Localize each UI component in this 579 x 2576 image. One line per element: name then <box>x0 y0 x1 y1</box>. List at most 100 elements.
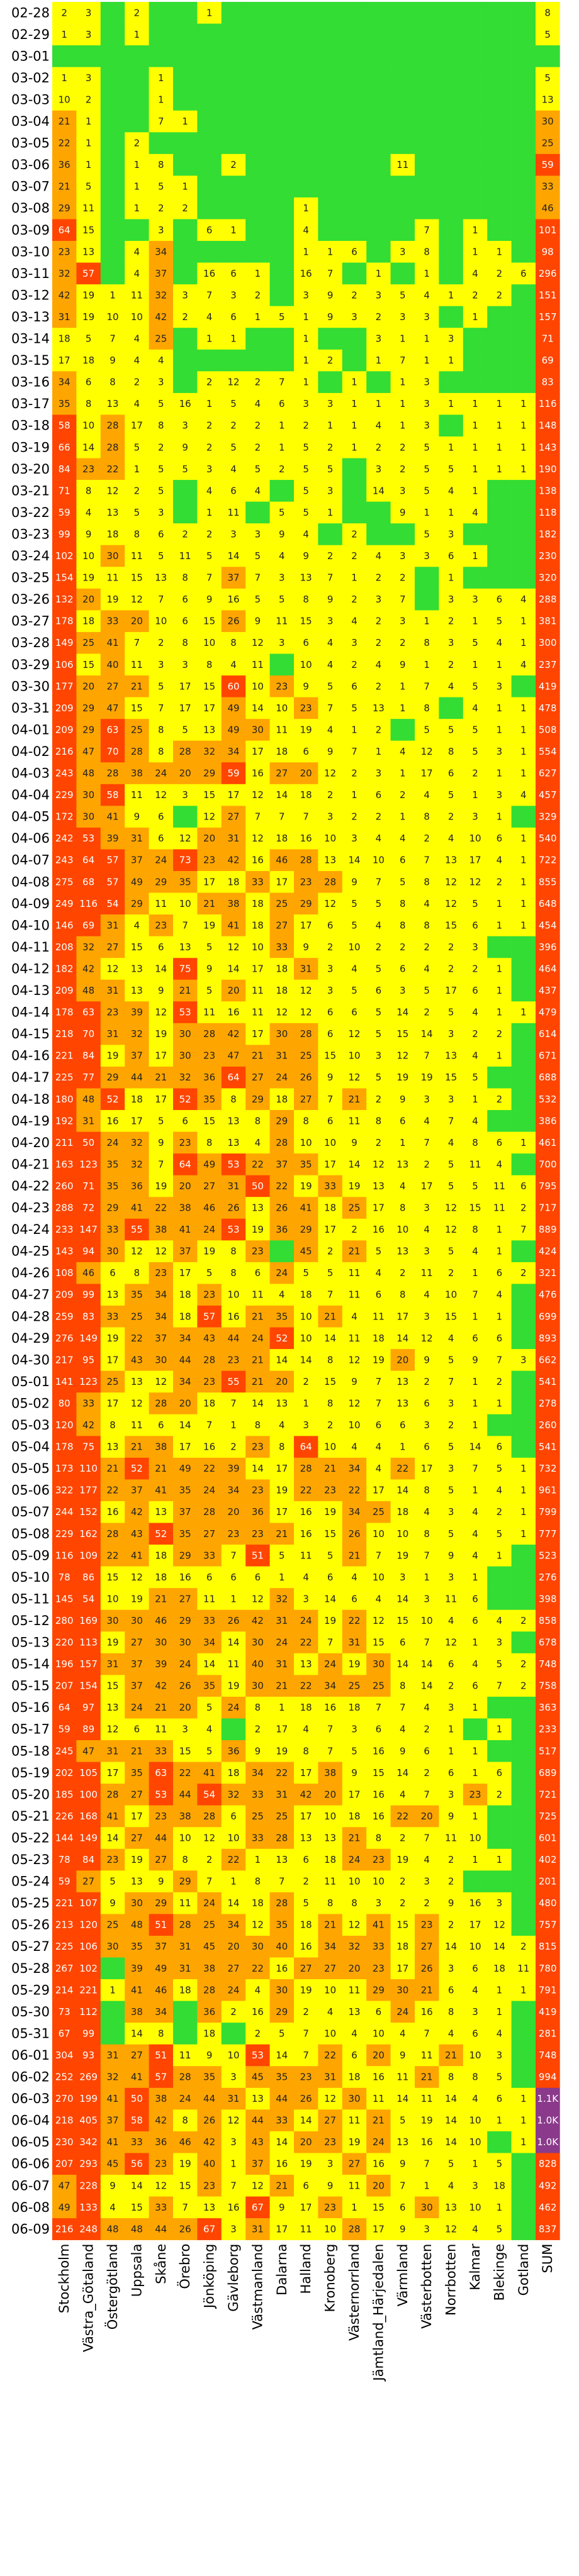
cell-value-label: 14 <box>227 550 239 562</box>
cell-value-label: 31 <box>106 1028 118 1040</box>
heatmap-cell <box>149 197 174 219</box>
cell-value-label: 5 <box>448 1158 454 1170</box>
row-labels: 02-2802-2903-0103-0203-0303-0403-0503-06… <box>11 5 50 2236</box>
cell-value-label: 51 <box>252 1550 264 1561</box>
cell-value-label: 6 <box>497 1333 503 1344</box>
cell-value-label: 11 <box>421 1267 433 1279</box>
heatmap-cell <box>511 1370 536 1393</box>
cell-value-label: 3 <box>255 528 261 540</box>
cell-value-label: 9 <box>279 2202 285 2213</box>
cell-value-label: 1 <box>448 289 454 301</box>
cell-value-label: 23 <box>252 1528 264 1540</box>
row-date-label: 05-20 <box>11 1787 50 1802</box>
cell-value-label: 3 <box>327 963 334 974</box>
heatmap-cell <box>197 567 222 589</box>
cell-value-label: 9 <box>327 311 334 323</box>
heatmap-cell <box>197 284 222 306</box>
cell-value-label: 2 <box>400 1832 406 1843</box>
row-date-label: 05-14 <box>11 1657 50 1672</box>
cell-value-label: 29 <box>59 203 70 214</box>
cell-value-label: 37 <box>131 1050 143 1062</box>
cell-value-label: 1 <box>255 268 261 279</box>
heatmap-cell <box>269 284 295 306</box>
heatmap-cell <box>536 349 560 372</box>
row-date-label: 05-18 <box>11 1743 50 1758</box>
heatmap-cell <box>149 371 174 394</box>
cell-value-label: 16 <box>203 1441 215 1453</box>
heatmap-cell <box>366 588 391 611</box>
cell-value-label: 18 <box>300 1702 312 1713</box>
cell-value-label: 6 <box>255 1267 261 1279</box>
cell-value-label: 27 <box>276 768 288 779</box>
cell-value-label: 18 <box>324 1202 336 1214</box>
cell-value-label: 21 <box>324 1919 336 1931</box>
cell-value-label: 157 <box>79 1658 98 1670</box>
cell-value-label: 51 <box>155 1919 167 1931</box>
cell-value-label: 4 <box>327 724 334 735</box>
row-date-label: 06-02 <box>11 2070 50 2085</box>
cell-value-label: 4 <box>279 550 285 562</box>
cell-value-label: 37 <box>227 572 239 584</box>
cell-value-label: 8 <box>400 1680 406 1692</box>
cell-value-label: 19 <box>106 1050 118 1062</box>
cell-value-label: 20 <box>179 1702 191 1713</box>
cell-value-label: 14 <box>252 702 264 714</box>
cell-value-label: 73 <box>59 2006 70 2018</box>
cell-value-label: 1 <box>520 833 527 844</box>
cell-value-label: 1 <box>497 811 503 823</box>
cell-value-label: 1 <box>61 29 67 40</box>
cell-value-label: 35 <box>203 2072 215 2083</box>
cell-value-label: 480 <box>539 1897 557 1909</box>
cell-value-label: 1 <box>497 1224 503 1235</box>
heatmap-cell <box>463 480 488 502</box>
cell-value-label: 14 <box>203 1658 215 1670</box>
heatmap-cell <box>197 67 222 89</box>
cell-value-label: 2 <box>327 441 334 453</box>
cell-value-label: 12 <box>252 833 264 844</box>
heatmap-cell <box>245 67 270 89</box>
cell-value-label: 31 <box>179 1941 191 1952</box>
heatmap-cell <box>318 241 343 263</box>
cell-value-label: 33 <box>131 2136 143 2148</box>
row-date-label: 03-25 <box>11 570 50 586</box>
cell-value-label: 12 <box>421 1333 433 1344</box>
cell-value-label: 11 <box>300 2223 312 2235</box>
cell-value-label: 5 <box>134 507 140 518</box>
cell-value-label: 23 <box>203 2180 215 2191</box>
cell-value-label: 19 <box>227 1680 239 1692</box>
cell-value-label: 4 <box>424 898 430 909</box>
row-date-label: 05-06 <box>11 1483 50 1498</box>
cell-value-label: 7 <box>424 1550 430 1561</box>
cell-value-label: 2 <box>448 811 454 823</box>
heatmap-cell <box>100 414 125 437</box>
cell-value-label: 38 <box>155 2093 167 2104</box>
cell-value-label: 38 <box>179 1811 191 1822</box>
cell-value-label: 19 <box>203 1246 215 1257</box>
cell-value-label: 19 <box>131 1854 143 1865</box>
cell-value-label: 83 <box>82 1311 94 1322</box>
cell-value-label: 46 <box>155 1984 167 1996</box>
cell-value-label: 108 <box>55 1267 74 1279</box>
cell-value-label: 2 <box>327 550 334 562</box>
heatmap-cell <box>76 153 101 176</box>
cell-value-label: 33 <box>106 616 118 627</box>
cell-value-label: 405 <box>79 2115 98 2126</box>
cell-value-label: 2 <box>182 311 188 323</box>
cell-value-label: 17 <box>179 1267 191 1279</box>
heatmap-cell <box>173 306 198 328</box>
heatmap-cell <box>100 2 125 24</box>
heatmap-cell <box>269 2 295 24</box>
cell-value-label: 2 <box>497 289 503 301</box>
cell-value-label: 13 <box>106 1289 118 1301</box>
cell-value-label: 15 <box>203 1115 215 1126</box>
heatmap-cell <box>294 328 318 350</box>
cell-value-label: 21 <box>252 1376 264 1387</box>
cell-value-label: 12 <box>373 1615 385 1626</box>
cell-value-label: 53 <box>82 833 94 844</box>
cell-value-label: 28 <box>348 2223 360 2235</box>
cell-value-label: 244 <box>55 1506 74 1518</box>
cell-value-label: 464 <box>539 963 557 974</box>
cell-value-label: 10 <box>179 1832 191 1843</box>
heatmap-cell <box>52 241 77 263</box>
cell-value-label: 98 <box>542 246 554 257</box>
